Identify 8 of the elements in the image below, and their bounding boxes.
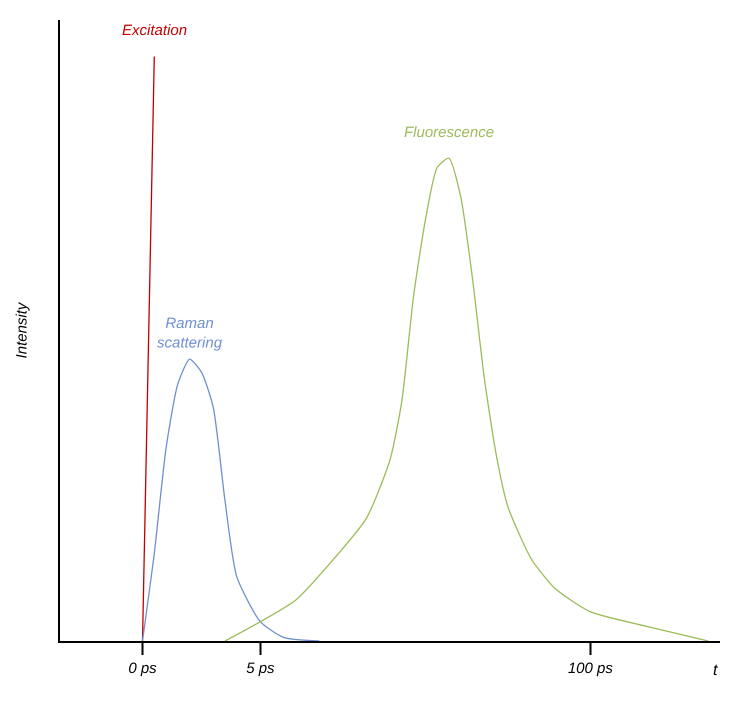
series-label: Fluorescence (404, 124, 494, 141)
x-tick-label: 0 ps (128, 660, 158, 677)
y-axis-title: Intensity (14, 301, 30, 358)
x-tick-label: 5 ps (246, 660, 276, 677)
series-label: Raman scattering (157, 315, 223, 352)
x-tick-label: 100 ps (568, 660, 614, 677)
series-label: Excitation (122, 22, 188, 39)
x-axis-title: t (713, 662, 718, 679)
